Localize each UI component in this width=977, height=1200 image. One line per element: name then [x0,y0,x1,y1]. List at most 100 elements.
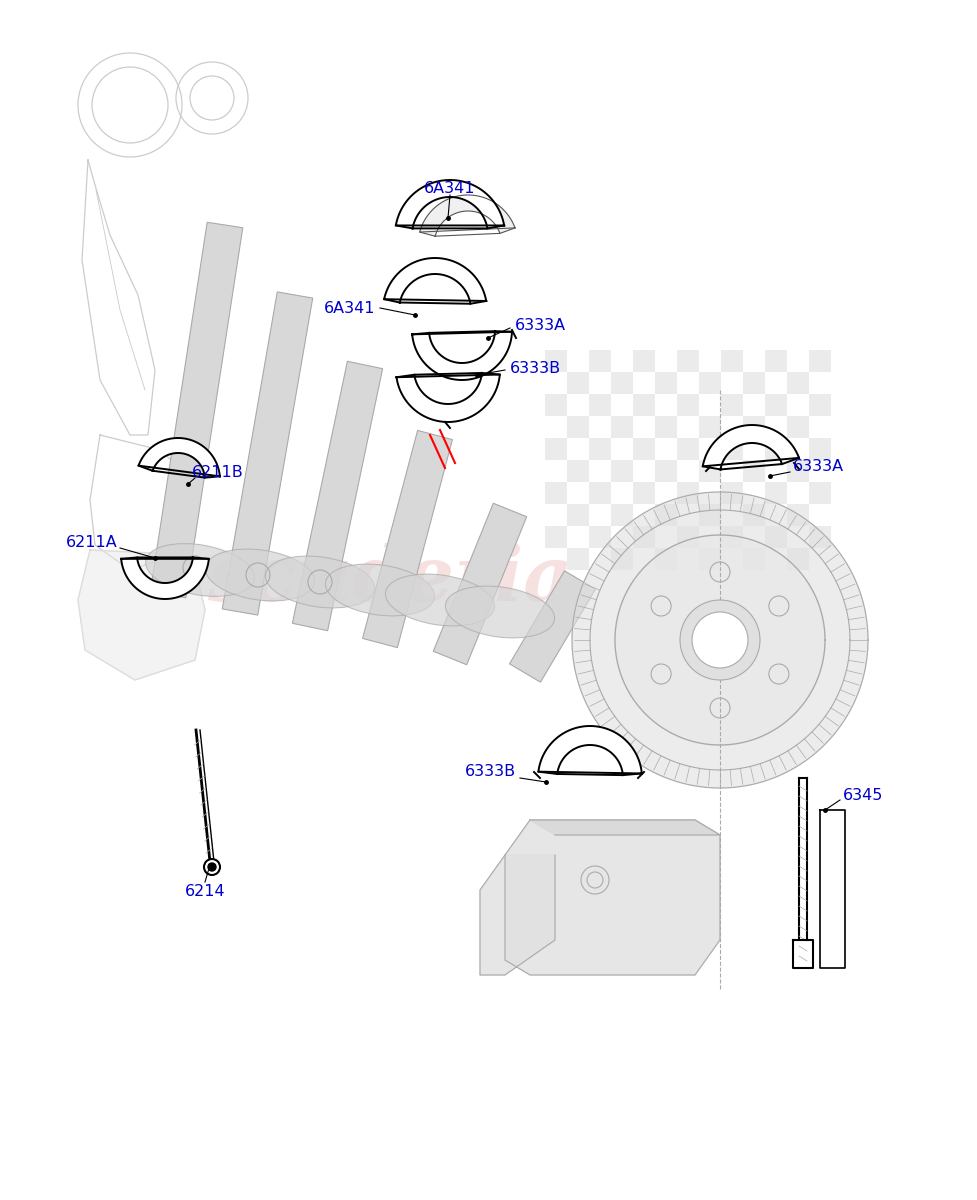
Circle shape [204,859,220,875]
Bar [655,372,676,394]
Polygon shape [504,820,719,974]
Text: 6333B: 6333B [464,764,516,780]
Bar [786,460,808,482]
Bar [764,350,786,372]
Polygon shape [292,361,382,631]
Bar [786,372,808,394]
Text: 6A341: 6A341 [323,300,374,316]
Bar [808,438,830,460]
Bar [808,526,830,548]
Circle shape [208,863,216,871]
Bar [699,460,720,482]
Polygon shape [150,222,242,598]
Bar [655,548,676,570]
Polygon shape [480,854,554,974]
Bar [611,504,632,526]
Bar [544,482,567,504]
Ellipse shape [146,544,254,596]
Bar [588,394,611,416]
Polygon shape [615,535,825,745]
Bar [588,482,611,504]
Bar [655,504,676,526]
Bar [764,482,786,504]
Text: 6333A: 6333A [792,458,843,474]
Text: 6214: 6214 [185,884,225,900]
Bar [699,504,720,526]
Polygon shape [121,558,209,599]
Text: 6333A: 6333A [515,318,566,332]
Bar [699,548,720,570]
Text: scuderia: scuderia [207,542,573,617]
Polygon shape [396,373,499,422]
Bar [655,460,676,482]
Bar [699,416,720,438]
Bar [764,394,786,416]
Polygon shape [139,438,220,478]
Bar [632,438,655,460]
Polygon shape [411,331,511,380]
Bar [720,526,743,548]
Bar [786,504,808,526]
Bar [588,350,611,372]
Bar [567,548,588,570]
Ellipse shape [265,556,374,608]
Polygon shape [78,550,205,680]
Bar [567,416,588,438]
Polygon shape [433,503,527,665]
Bar [632,526,655,548]
Bar [567,460,588,482]
Bar [743,548,764,570]
Text: 6345: 6345 [842,787,882,803]
Bar [655,416,676,438]
Bar [808,350,830,372]
Circle shape [679,600,759,680]
Polygon shape [384,258,486,304]
Bar [544,438,567,460]
Polygon shape [537,726,641,775]
Bar [676,438,699,460]
Circle shape [692,612,747,668]
Polygon shape [702,425,798,469]
Polygon shape [509,571,595,682]
Bar [588,526,611,548]
Polygon shape [819,810,844,968]
Bar [720,438,743,460]
Text: 6211A: 6211A [66,534,118,550]
Bar [611,416,632,438]
Bar [720,482,743,504]
Bar [720,350,743,372]
Bar [567,372,588,394]
Bar [743,372,764,394]
Polygon shape [530,820,719,835]
Polygon shape [572,492,868,788]
Ellipse shape [205,550,315,601]
Bar [632,350,655,372]
Text: 6333B: 6333B [509,360,561,376]
Bar [808,482,830,504]
Bar [743,460,764,482]
Bar [588,438,611,460]
Bar [676,482,699,504]
Bar [676,350,699,372]
Bar [699,372,720,394]
Ellipse shape [445,586,554,638]
Bar [544,526,567,548]
Polygon shape [396,180,504,228]
Bar [544,394,567,416]
Bar [786,416,808,438]
Bar [808,394,830,416]
Bar [632,482,655,504]
Ellipse shape [325,564,434,616]
Text: 6211B: 6211B [191,464,243,480]
Polygon shape [792,940,812,968]
Bar [676,526,699,548]
Bar [764,438,786,460]
Bar [764,526,786,548]
Bar [743,504,764,526]
Ellipse shape [385,574,494,626]
Polygon shape [419,196,515,236]
Bar [611,372,632,394]
Bar [611,460,632,482]
Bar [676,394,699,416]
Bar [611,548,632,570]
